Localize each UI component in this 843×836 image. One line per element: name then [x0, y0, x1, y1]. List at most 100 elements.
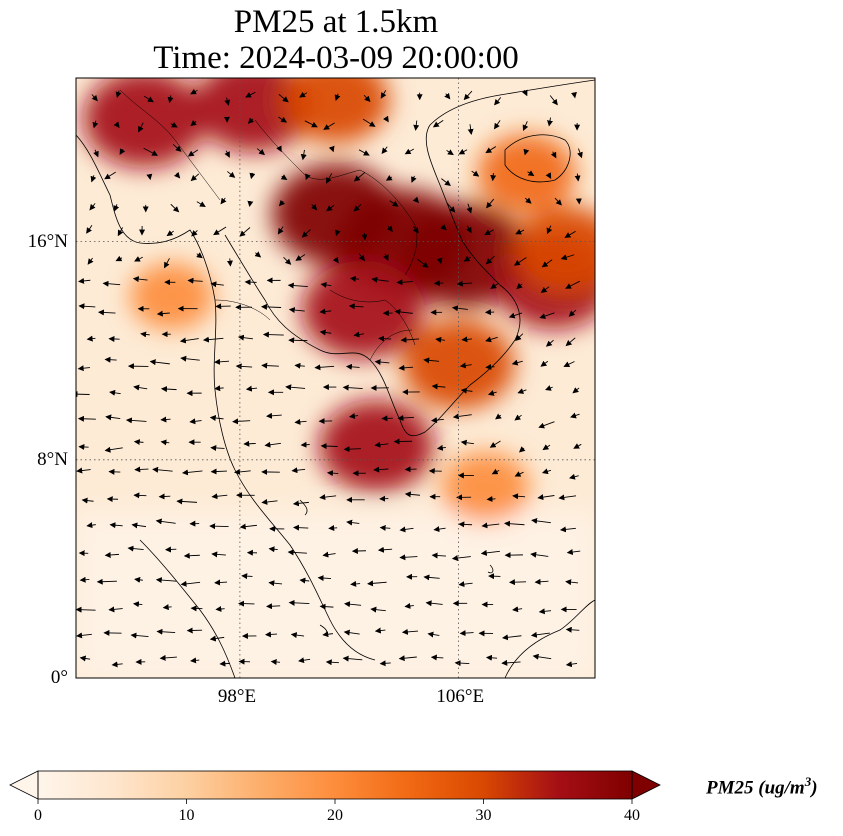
colorbar-tick-label: 0: [34, 807, 42, 824]
wind-vector: [294, 418, 307, 425]
wind-vector: [264, 631, 278, 638]
wind-vector: [134, 576, 143, 583]
wind-vector: [132, 276, 148, 283]
wind-vector: [480, 549, 500, 556]
lon-tick-label: 106°E: [436, 686, 485, 707]
wind-vector: [399, 526, 414, 533]
wind-vector: [444, 92, 451, 100]
wind-vector: [283, 257, 292, 265]
wind-vector: [353, 331, 365, 338]
wind-vector: [160, 386, 177, 393]
wind-vector: [210, 444, 225, 451]
wind-vector: [495, 413, 502, 420]
wind-vector: [396, 279, 413, 286]
wind-vector: [113, 121, 120, 128]
wind-vector: [140, 331, 150, 338]
wind-vector: [210, 281, 224, 288]
wind-vector: [513, 257, 527, 266]
wind-vector: [516, 282, 523, 290]
wind-vector: [401, 628, 419, 635]
wind-vector: [394, 308, 413, 315]
wind-vector: [547, 117, 553, 127]
wind-vector: [485, 654, 498, 661]
wind-vector: [374, 627, 386, 634]
wind-vector: [425, 600, 443, 607]
wind-vector: [342, 655, 363, 662]
wind-vector: [319, 329, 332, 336]
wind-vector: [517, 388, 527, 394]
wind-vector: [346, 519, 360, 526]
wind-vector: [531, 517, 551, 524]
wind-vector: [463, 255, 471, 262]
wind-vector: [358, 149, 370, 156]
wind-vector: [323, 122, 335, 130]
wind-vector: [515, 333, 524, 341]
wind-vector: [183, 552, 200, 559]
wind-vector: [314, 364, 335, 371]
wind-vector: [435, 336, 445, 343]
wind-vector: [209, 523, 229, 530]
wind-vector: [397, 414, 414, 421]
wind-vector: [152, 466, 173, 473]
wind-vector: [534, 578, 549, 585]
wind-vector: [459, 630, 474, 637]
map-time-subtitle: Time: 2024-03-09 20:00:00: [153, 40, 519, 76]
wind-vector: [189, 418, 202, 425]
wind-vector: [210, 468, 227, 475]
wind-vector: [287, 549, 307, 556]
wind-vector: [522, 121, 529, 132]
wind-vector: [530, 631, 550, 638]
wind-vector: [362, 118, 376, 127]
wind-vector: [130, 632, 149, 639]
wind-vector: [433, 280, 444, 287]
wind-vector: [383, 253, 389, 261]
wind-vector: [226, 258, 233, 267]
wind-vector: [571, 91, 577, 99]
wind-vector: [76, 606, 96, 613]
wind-vector: [238, 600, 255, 607]
wind-vector: [374, 441, 389, 448]
wind-vector: [108, 606, 123, 613]
wind-vector: [166, 230, 174, 237]
wind-vector: [245, 91, 256, 98]
wind-vector: [319, 603, 334, 610]
wind-vector: [530, 551, 549, 558]
wind-vector: [511, 359, 523, 366]
wind-vector: [423, 357, 440, 364]
wind-vector: [211, 551, 226, 558]
wind-vector: [79, 655, 91, 662]
wind-vector: [491, 468, 500, 475]
wind-vector: [545, 172, 552, 179]
wind-vector: [343, 446, 361, 453]
wind-vector: [105, 414, 121, 421]
wind-vector: [261, 362, 279, 369]
wind-vector: [348, 413, 359, 419]
wind-vector: [115, 90, 122, 98]
wind-vector: [320, 281, 332, 288]
wind-vector: [247, 200, 254, 208]
wind-vector: [373, 466, 389, 473]
wind-vector: [96, 578, 117, 585]
wind-vector: [413, 120, 420, 131]
wind-vector: [159, 654, 177, 661]
wind-vector: [431, 383, 446, 390]
colorbar-tick-label: 40: [624, 807, 640, 824]
wind-vector: [436, 444, 446, 451]
wind-vector: [158, 493, 171, 500]
wind-vector: [489, 440, 501, 448]
wind-vector: [292, 500, 309, 507]
wind-vector: [379, 524, 391, 531]
borders: [119, 89, 418, 361]
wind-vector: [268, 580, 283, 587]
wind-vectors: [76, 88, 583, 668]
wind-vector: [170, 121, 178, 128]
wind-vector: [332, 256, 339, 264]
wind-vector: [170, 203, 180, 213]
wind-vector: [146, 173, 153, 181]
wind-vector: [404, 491, 420, 498]
wind-vector: [115, 255, 123, 262]
wind-vector: [104, 356, 117, 363]
pm25-hotspot: [441, 451, 531, 523]
wind-vector: [239, 523, 258, 530]
wind-vector: [276, 145, 282, 153]
